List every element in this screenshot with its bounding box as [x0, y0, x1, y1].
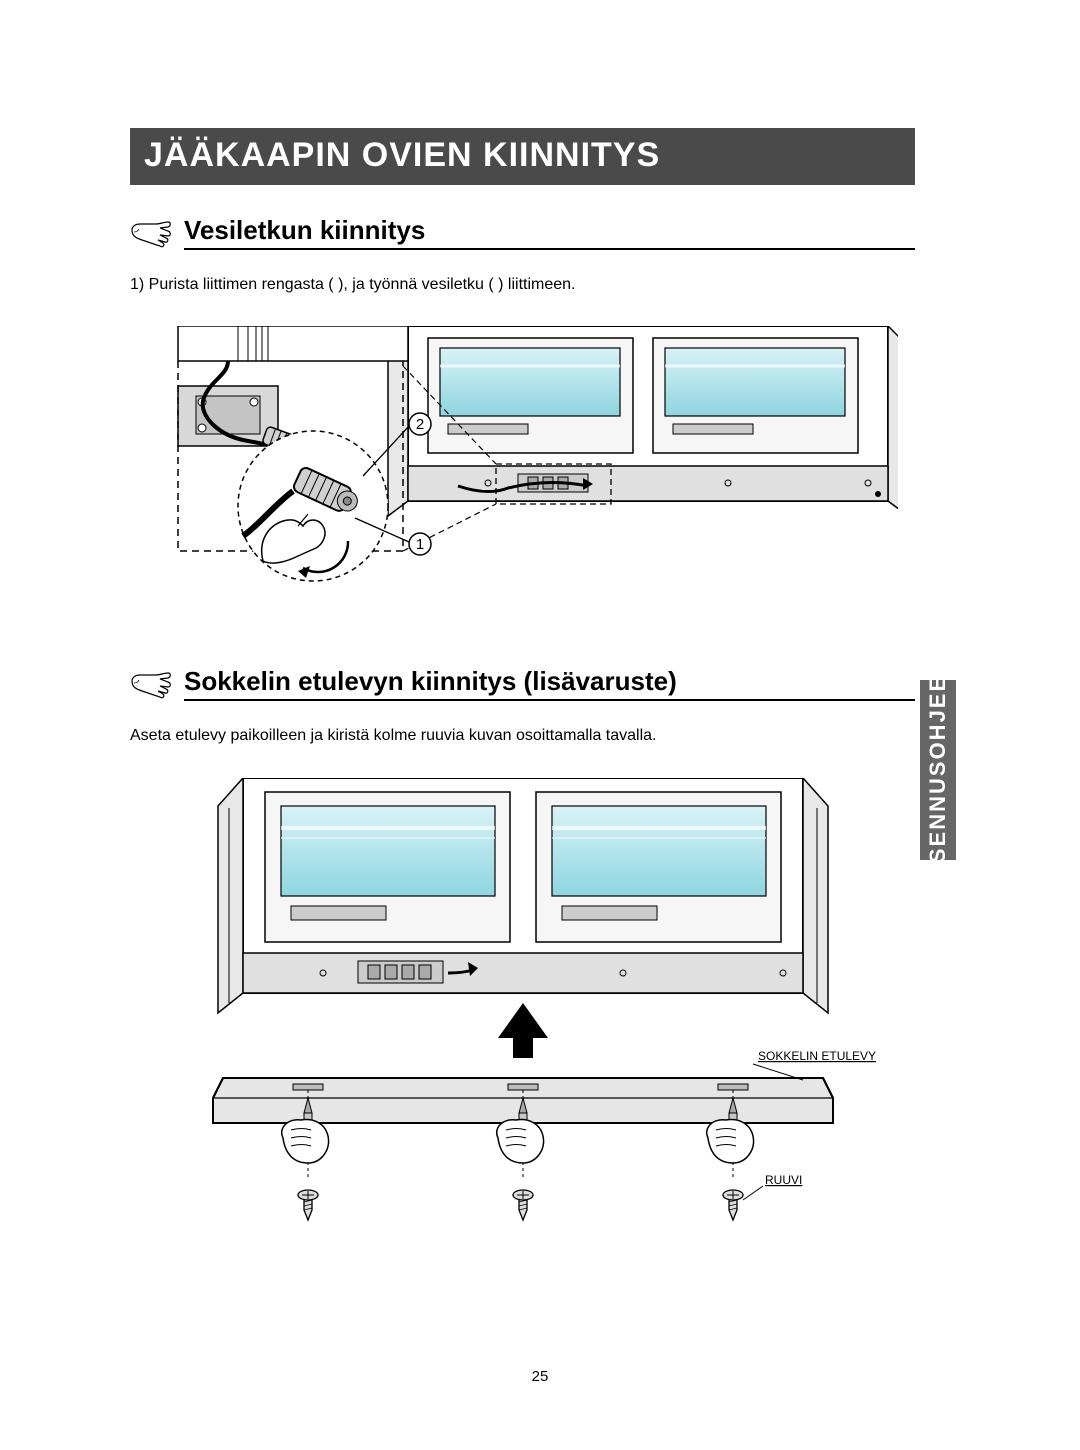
section-water-hose: Vesiletkun kiinnitys 1) Purista liittime… [130, 215, 915, 616]
callout-1: 1 [415, 536, 423, 553]
section2-text: Aseta etulevy paikoilleen ja kiristä kol… [130, 725, 915, 747]
side-tab: ASENNUSOHJEET [920, 680, 956, 860]
pointing-hand-icon [130, 216, 172, 250]
section-skirting: Sokkelin etulevyn kiinnitys (lisävaruste… [130, 666, 915, 1237]
pointing-hand-icon [130, 667, 172, 701]
section1-text: 1) Purista liittimen rengasta ( ), ja ty… [130, 274, 915, 296]
label-screw: RUUVI [765, 1173, 802, 1187]
callout-2: 2 [415, 416, 423, 433]
section2-heading: Sokkelin etulevyn kiinnitys (lisävaruste… [184, 666, 915, 701]
section1-heading: Vesiletkun kiinnitys [184, 215, 915, 250]
page-title: JÄÄKAAPIN OVIEN KIINNITYS [130, 128, 915, 185]
figure-water-hose: 2 1 [130, 326, 915, 616]
label-part: SOKKELIN ETULEVY [758, 1049, 876, 1063]
page-number: 25 [0, 1368, 1080, 1385]
figure-skirting: SOKKELIN ETULEVY RUUVI [130, 778, 915, 1238]
